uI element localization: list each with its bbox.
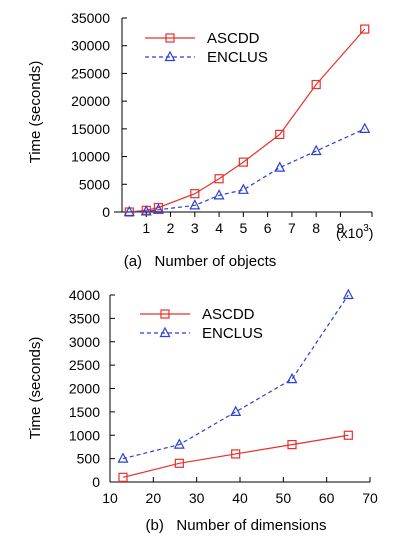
data-point-ascdd	[360, 24, 370, 34]
data-point-ascdd	[343, 430, 353, 440]
data-point-enclus	[342, 288, 354, 300]
data-point-ascdd	[214, 174, 224, 184]
legend-marker-enclus	[159, 326, 171, 338]
x-tick-label: 40	[232, 490, 248, 506]
x-tick-label: 4	[215, 220, 223, 236]
data-point-ascdd	[231, 449, 241, 459]
data-point-enclus	[359, 122, 371, 133]
data-point-ascdd	[174, 458, 184, 468]
y-tick-label: 2500	[69, 357, 100, 373]
data-point-ascdd	[311, 79, 321, 90]
chart-dimensions: Time (seconds) (b) Number of dimensions …	[27, 287, 378, 534]
x-tick-label: 6	[264, 220, 272, 236]
chart-caption: (b) Number of dimensions	[146, 517, 327, 534]
y-tick-label: 5000	[79, 176, 110, 192]
y-tick-label: 1500	[69, 404, 100, 420]
y-tick-label: 3000	[69, 334, 100, 350]
data-point-enclus	[230, 405, 242, 416]
y-tick-label: 2000	[69, 381, 100, 397]
x-unit-base: (x10	[336, 225, 363, 241]
y-axis-title: Time (seconds)	[27, 337, 44, 440]
data-point-ascdd	[238, 157, 248, 167]
y-axis-title: Time (seconds)	[27, 61, 44, 164]
y-tick-label: 35000	[71, 10, 110, 26]
series-line-enclus	[129, 128, 365, 213]
data-point-enclus	[140, 205, 152, 216]
data-point-enclus	[173, 438, 185, 449]
legend-label-enclus: ENCLUS	[202, 325, 263, 342]
y-tick-label: 30000	[71, 38, 110, 54]
legend-label-enclus: ENCLUS	[207, 49, 268, 66]
x-tick-label: 10	[102, 490, 118, 506]
y-tick-label: 20000	[71, 93, 110, 109]
y-tick-label: 25000	[71, 65, 110, 81]
x-tick-label: 30	[189, 490, 205, 506]
data-point-enclus	[189, 199, 201, 210]
data-point-enclus	[310, 144, 322, 156]
data-point-enclus	[237, 183, 249, 194]
x-axis-unit-label: (x103)	[336, 223, 373, 241]
chart-objects: Time (seconds) (a) Number of objects (x1…	[27, 10, 373, 270]
x-unit-exponent: 3	[363, 223, 369, 234]
legend-marker-enclus	[164, 50, 176, 62]
x-tick-label: 3	[191, 220, 199, 236]
x-tick-label: 50	[276, 490, 292, 506]
data-point-ascdd	[118, 472, 128, 482]
legend-label-ascdd: ASCDD	[207, 30, 260, 47]
x-tick-label: 7	[288, 220, 296, 236]
data-point-enclus	[213, 189, 225, 200]
y-tick-label: 0	[92, 474, 100, 490]
legend-label-ascdd: ASCDD	[202, 306, 255, 323]
data-point-ascdd	[190, 189, 200, 199]
data-point-enclus	[123, 205, 135, 217]
data-point-enclus	[274, 161, 286, 172]
legend-marker-ascdd	[165, 33, 175, 43]
series-line-enclus	[122, 294, 349, 460]
y-tick-label: 15000	[71, 121, 110, 137]
y-tick-label: 4000	[69, 287, 100, 303]
y-tick-label: 500	[77, 451, 101, 467]
y-tick-label: 1000	[69, 427, 100, 443]
x-tick-label: 2	[167, 220, 175, 236]
x-tick-label: 5	[239, 220, 247, 236]
chart-caption: (a) Number of objects	[124, 253, 277, 270]
data-point-ascdd	[275, 129, 285, 139]
y-tick-label: 10000	[71, 149, 110, 165]
x-tick-label: 1	[142, 220, 150, 236]
data-point-ascdd	[287, 440, 297, 450]
data-point-enclus	[286, 372, 298, 384]
x-tick-label: 60	[319, 490, 335, 506]
legend-marker-ascdd	[160, 309, 170, 319]
data-point-enclus	[152, 203, 164, 214]
x-tick-label: 8	[312, 220, 320, 236]
y-tick-label: 0	[102, 204, 110, 220]
data-point-enclus	[117, 452, 129, 463]
y-tick-label: 3500	[69, 310, 100, 326]
x-tick-label: 20	[146, 490, 162, 506]
series-line-ascdd	[122, 434, 349, 478]
x-unit-close: )	[369, 225, 374, 241]
x-tick-label: 70	[362, 490, 378, 506]
x-tick-label: 9	[337, 220, 345, 236]
